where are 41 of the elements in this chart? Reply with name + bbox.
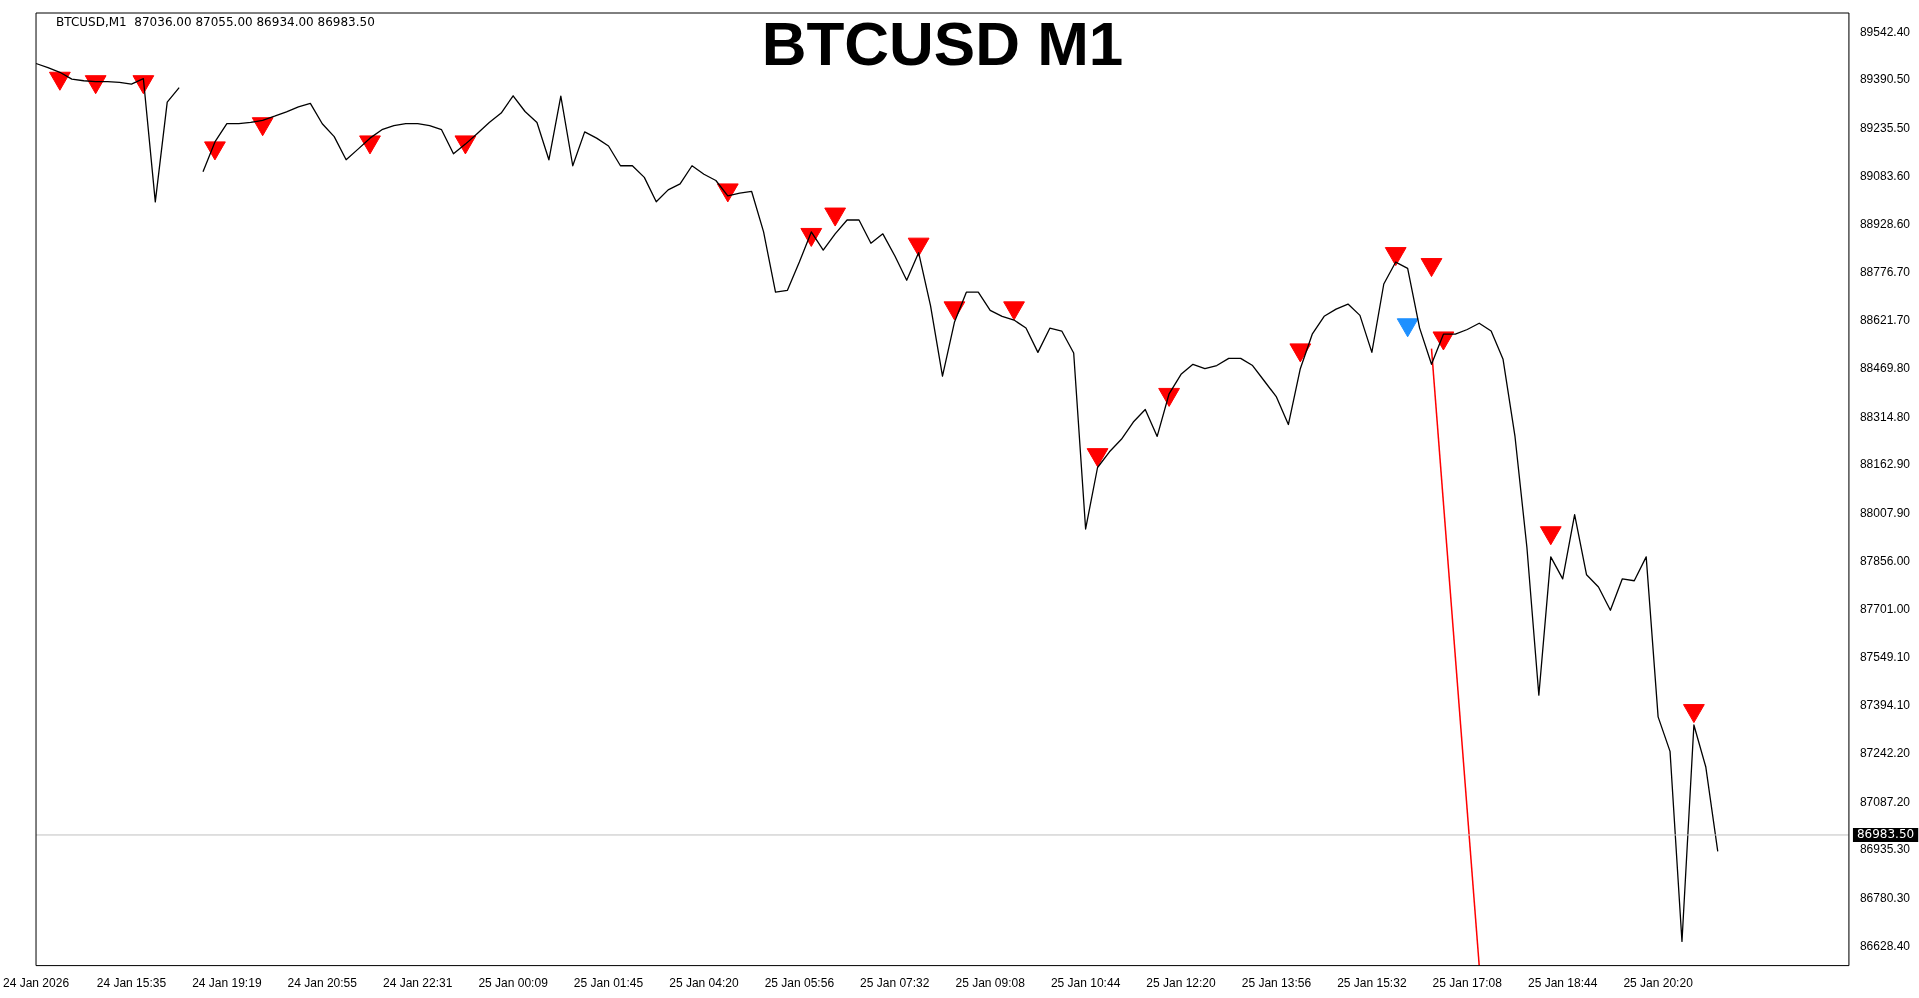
- x-tick-label: 24 Jan 20:55: [287, 976, 358, 991]
- x-tick-label: 25 Jan 00:09: [478, 976, 549, 991]
- x-tick-label: 25 Jan 18:44: [1528, 976, 1598, 991]
- y-tick-label: 89083.60: [1859, 168, 1911, 183]
- x-tick-label: 25 Jan 10:44: [1050, 976, 1121, 991]
- x-tick-label: 25 Jan 09:08: [955, 976, 1026, 991]
- y-tick-label: 87394.10: [1859, 698, 1911, 713]
- y-tick-label: 88776.70: [1859, 264, 1911, 279]
- x-tick-label: 25 Jan 07:32: [860, 976, 930, 991]
- y-tick-label: 89235.50: [1859, 120, 1911, 135]
- ref-line-label: 86983.50: [1856, 827, 1915, 842]
- x-tick-label: 25 Jan 01:45: [573, 976, 644, 991]
- x-tick-label: 25 Jan 17:08: [1432, 976, 1503, 991]
- x-tick-label: 24 Jan 15:35: [96, 976, 167, 991]
- y-tick-label: 87856.00: [1859, 553, 1911, 568]
- x-tick-label: 24 Jan 2026: [3, 976, 70, 991]
- y-tick-label: 86780.30: [1859, 891, 1911, 906]
- y-tick-label: 88469.80: [1859, 361, 1911, 376]
- x-tick-label: 25 Jan 15:32: [1337, 976, 1407, 991]
- y-tick-label: 87087.20: [1859, 794, 1911, 809]
- y-tick-label: 88162.90: [1859, 457, 1911, 472]
- y-tick-label: 88621.70: [1859, 313, 1911, 328]
- y-tick-label: 86628.40: [1859, 938, 1911, 953]
- y-tick-label: 87549.10: [1859, 649, 1911, 664]
- y-tick-label: 88314.80: [1859, 409, 1911, 424]
- chart-title: BTCUSD M1: [761, 9, 1124, 79]
- x-tick-label: 24 Jan 22:31: [382, 976, 453, 991]
- x-tick-label: 25 Jan 13:56: [1241, 976, 1312, 991]
- y-tick-label: 89542.40: [1859, 24, 1911, 39]
- x-tick-label: 24 Jan 19:19: [192, 976, 262, 991]
- x-tick-label: 25 Jan 20:20: [1623, 976, 1694, 991]
- y-tick-label: 87701.00: [1859, 602, 1911, 617]
- y-tick-label: 88928.60: [1859, 217, 1911, 232]
- y-tick-label: 88007.90: [1859, 505, 1911, 520]
- y-tick-label: 87242.20: [1859, 746, 1911, 761]
- y-tick-label: 89390.50: [1859, 72, 1911, 87]
- y-tick-label: 86935.30: [1859, 842, 1911, 857]
- x-tick-label: 25 Jan 04:20: [669, 976, 739, 991]
- x-tick-label: 25 Jan 05:56: [764, 976, 835, 991]
- annotation: BTCUSD,M1 87036.00 87055.00 86934.00 86983.50: [56, 15, 375, 30]
- x-tick-label: 25 Jan 12:20: [1146, 976, 1217, 991]
